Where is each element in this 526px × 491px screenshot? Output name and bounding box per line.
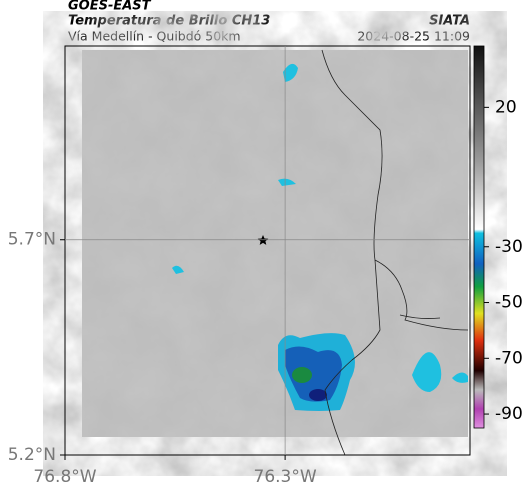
subtitle: Temperatura de Brillo CH13 [68, 14, 270, 29]
colorbar-tick-label: -30 [495, 237, 523, 257]
borders [321, 49, 469, 456]
colorbar-tick-label: -70 [495, 348, 523, 368]
timestamp: 2024-08-25 11:09 [357, 29, 470, 44]
map-frame [64, 45, 471, 456]
x-tick-label: 76.3°W [254, 467, 317, 487]
x-tick-label: 76.8°W [33, 467, 96, 487]
title: GOES-EAST [68, 0, 152, 14]
y-tick-label: 5.7°N [8, 230, 56, 250]
satellite-image [82, 50, 468, 437]
source: SIATA [429, 14, 470, 29]
colorbar-tick-label: 20 [495, 97, 517, 117]
y-tick-label: 5.2°N [8, 445, 56, 465]
route: Vía Medellín - Quibdó 50km [68, 29, 241, 44]
colorbar-tick-label: -50 [495, 293, 523, 313]
colorbar [473, 45, 485, 429]
colorbar-tick-label: -90 [495, 404, 523, 424]
